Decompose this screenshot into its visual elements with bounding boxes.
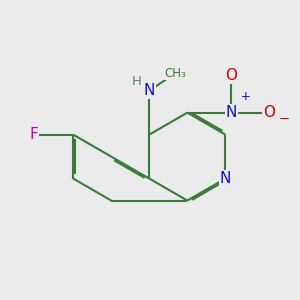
Text: O: O	[225, 68, 237, 83]
Text: F: F	[29, 127, 38, 142]
Text: +: +	[241, 90, 251, 103]
Text: N: N	[144, 83, 155, 98]
Text: CH₃: CH₃	[165, 67, 187, 80]
Text: O: O	[263, 105, 275, 120]
Text: N: N	[220, 171, 231, 186]
Text: −: −	[278, 113, 290, 126]
Text: H: H	[132, 74, 142, 88]
Text: N: N	[226, 105, 237, 120]
